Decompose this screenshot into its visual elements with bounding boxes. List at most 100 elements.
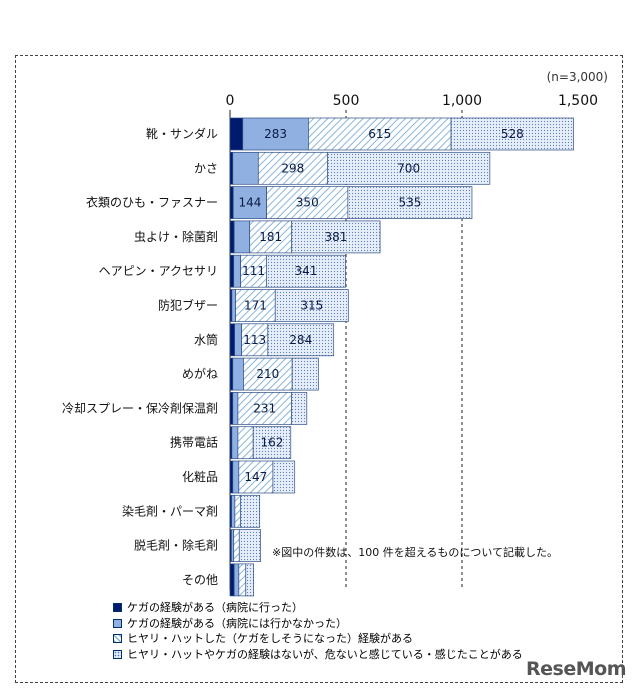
bar-segment — [450, 117, 574, 151]
legend: ケガの経験がある（病院に行った） ケガの経験がある（病院には行かなかった） ヒヤ… — [113, 600, 523, 662]
category-label: 携帯電話 — [170, 435, 218, 450]
data-label: 231 — [253, 401, 276, 415]
bar-segment — [229, 186, 234, 219]
data-label: 298 — [281, 161, 304, 175]
bar-segment — [238, 460, 274, 494]
bar-segment — [347, 186, 473, 219]
x-tick-label: 1,500 — [558, 93, 598, 109]
legend-label: ヒヤリ・ハットした（ケガをしそうになった）経験がある — [127, 632, 413, 645]
category-label: めがね — [182, 366, 218, 381]
bar-segment — [327, 151, 491, 185]
category-label: 衣類のひも・ファスナー — [86, 195, 218, 210]
legend-swatch — [113, 634, 122, 644]
bar-segment — [242, 117, 309, 151]
bar-segment — [237, 426, 254, 460]
bar-segment — [229, 357, 234, 391]
bar-segment — [237, 392, 292, 425]
bar-segment — [241, 323, 269, 357]
bar-segment — [231, 426, 239, 460]
bar-segment — [291, 392, 308, 425]
bar-segment — [243, 357, 293, 391]
bar-segment — [229, 254, 235, 288]
x-tick-label: 500 — [333, 93, 360, 109]
bar-segment — [229, 392, 234, 425]
bar-segment — [274, 289, 349, 322]
x-tick-label: 1,000 — [442, 93, 482, 109]
legend-item-near-miss: ヒヤリ・ハットした（ケガをしそうになった）経験がある — [113, 631, 523, 647]
data-label: 147 — [244, 470, 267, 484]
data-label: 700 — [397, 161, 420, 175]
category-label: 水筒 — [194, 332, 218, 347]
bar-segment — [238, 563, 247, 597]
bar-segment — [267, 323, 335, 357]
data-label: 284 — [289, 333, 312, 347]
data-label: 341 — [295, 264, 318, 278]
bar-chart: 0 500 1,000 1,500 靴・サンダル 283 615 528 かさ 298 700 衣類の… — [62, 93, 598, 597]
data-label: 171 — [244, 299, 267, 313]
legend-label: ケガの経験がある（病院には行かなかった） — [127, 616, 347, 630]
data-label: 144 — [238, 196, 261, 210]
category-label: 染毛剤・パーマ剤 — [122, 503, 218, 518]
bar-segment — [249, 220, 293, 254]
data-label: 111 — [242, 264, 265, 278]
bar-segment — [233, 254, 242, 288]
bar-segment — [291, 357, 319, 391]
bar-segment — [272, 460, 296, 494]
data-label: 381 — [324, 230, 347, 244]
bar-segment — [238, 529, 261, 562]
bar-segment — [229, 460, 234, 494]
bar-segment — [232, 357, 244, 391]
category-label: 冷却スプレー・保冷剤保温剤 — [62, 400, 218, 415]
bar-segment — [291, 220, 381, 254]
bar-segment — [232, 151, 259, 185]
sample-size-label: (n=3,000) — [546, 70, 608, 84]
watermark-logo: ReseMom — [526, 658, 626, 680]
chart-footnote: ※図中の件数は、100 件を超えるものについて記載した。 — [272, 546, 559, 559]
data-label: 615 — [368, 127, 391, 141]
category-label: 脱毛剤・除毛剤 — [134, 538, 218, 553]
legend-item-injured-hospital: ケガの経験がある（病院に行った） — [113, 600, 523, 616]
legend-label: ケガの経験がある（病院に行った） — [127, 601, 303, 614]
data-label: 181 — [259, 230, 282, 244]
bar-segment — [266, 186, 349, 219]
bar-segment — [229, 151, 234, 185]
bar-segment — [234, 323, 242, 357]
legend-swatch — [113, 649, 122, 659]
category-label: 防犯ブザー — [158, 298, 218, 313]
category-label: かさ — [194, 161, 218, 175]
data-label: 162 — [261, 436, 284, 450]
legend-swatch — [113, 603, 122, 613]
data-label: 315 — [300, 299, 323, 313]
bar-segment — [233, 220, 251, 254]
bar-segment — [232, 392, 239, 425]
category-label: その他 — [182, 573, 218, 587]
bar-segment — [245, 563, 255, 597]
legend-item-felt-danger: ヒヤリ・ハットやケガの経験はないが、危ないと感じている・感じたことがある — [113, 647, 523, 663]
bar-segment — [229, 323, 235, 357]
bar-segment — [235, 289, 276, 322]
category-label: 靴・サンダル — [146, 126, 218, 141]
data-label: 528 — [501, 127, 524, 141]
bar-segment — [233, 529, 240, 562]
bar-segment — [229, 220, 235, 254]
bar-segment — [234, 494, 241, 528]
legend-swatch — [113, 618, 122, 628]
bar-segment — [252, 426, 292, 460]
category-label: ヘアピン・アクセサリ — [99, 264, 218, 278]
bar-segment — [232, 460, 240, 494]
bar-segment — [231, 289, 236, 322]
category-label: 虫よけ・除菌剤 — [134, 229, 218, 244]
bar-segment — [308, 117, 452, 151]
bar-segment — [229, 117, 244, 151]
data-label: 283 — [264, 127, 287, 141]
data-label: 535 — [398, 196, 421, 210]
bar-segment — [231, 494, 236, 528]
legend-label: ヒヤリ・ハットやケガの経験はないが、危ないと感じている・感じたことがある — [127, 647, 523, 661]
data-label: 210 — [256, 367, 279, 381]
x-tick-label: 0 — [226, 93, 235, 109]
bar-segment — [266, 254, 346, 288]
chart-frame — [15, 55, 623, 683]
data-label: 350 — [296, 196, 319, 210]
legend-item-injured-no-hospital: ケガの経験がある（病院には行かなかった） — [113, 616, 523, 632]
bar-segment — [229, 563, 235, 597]
